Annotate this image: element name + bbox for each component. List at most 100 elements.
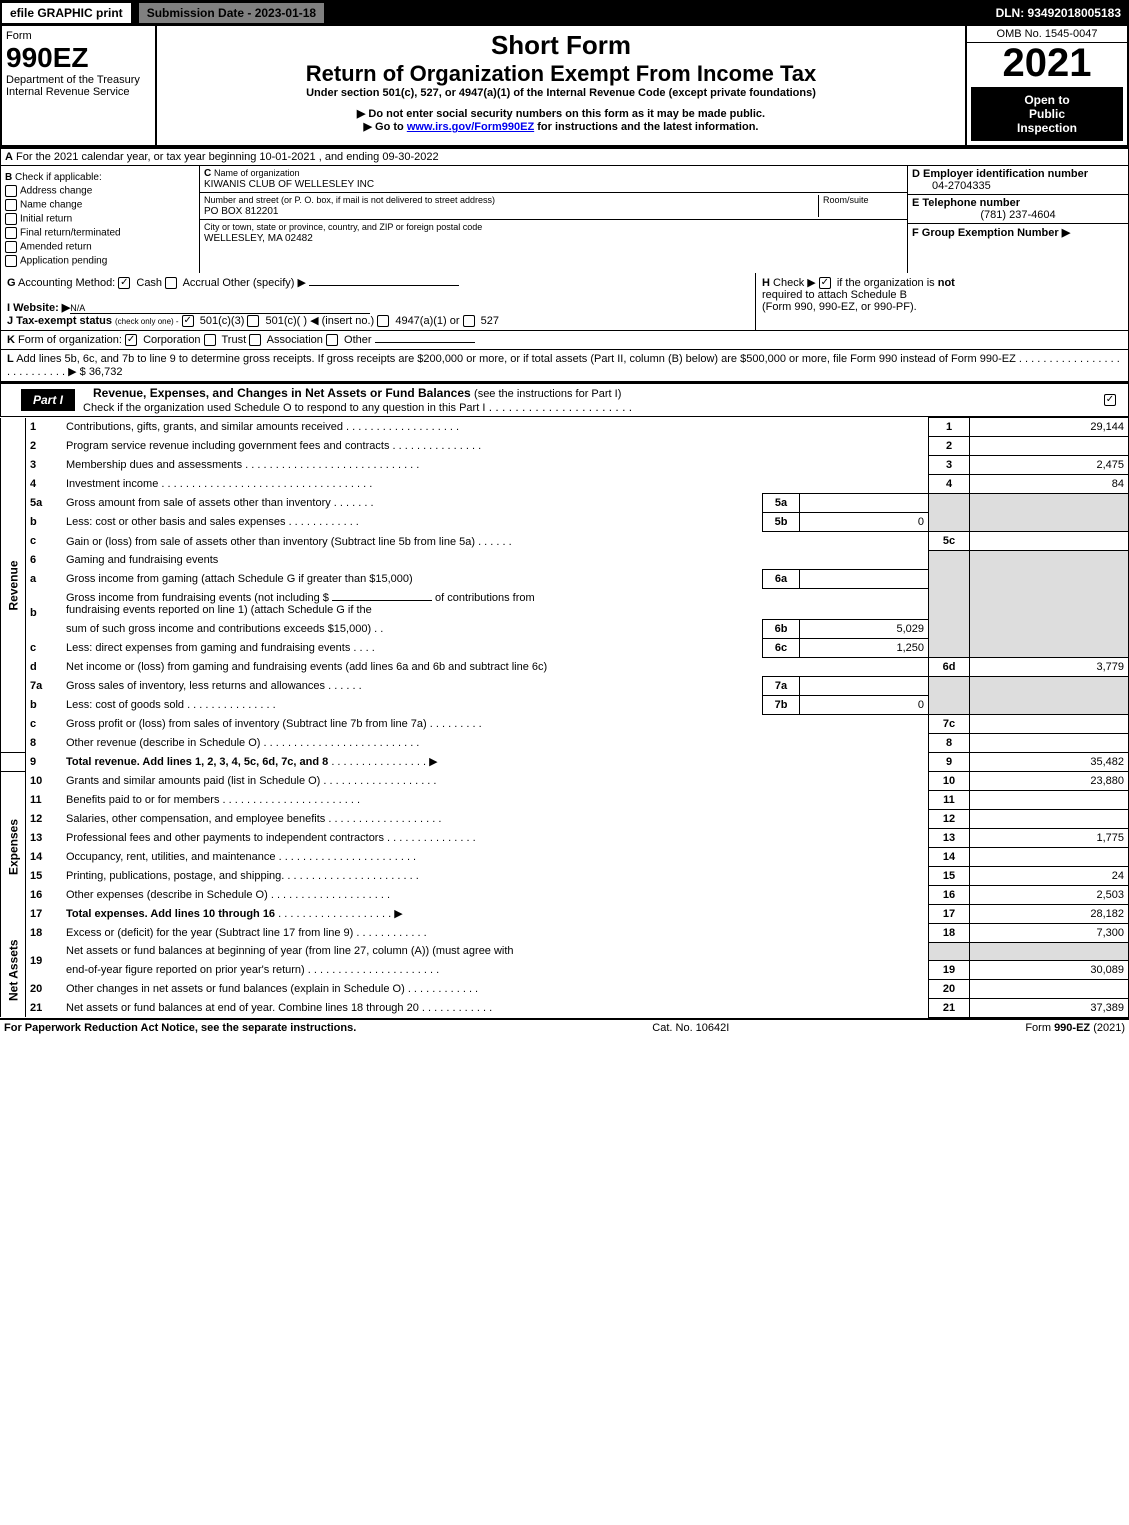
irs-link[interactable]: www.irs.gov/Form990EZ [407, 121, 534, 133]
l11-num: 11 [26, 790, 63, 809]
l15-amount: 24 [970, 866, 1129, 885]
short-form-title: Short Form [161, 30, 961, 61]
checkbox-527[interactable] [463, 315, 475, 327]
checkbox-cash[interactable] [118, 277, 130, 289]
final-return-label: Final return/terminated [20, 228, 121, 239]
l6c-sv: 1,250 [800, 638, 929, 657]
dln: DLN: 93492018005183 [996, 6, 1129, 20]
org-city: WELLESLEY, MA 02482 [204, 233, 313, 244]
row-l: L Add lines 5b, 6c, and 7b to line 9 to … [0, 350, 1129, 382]
line-19-2: end-of-year figure reported on prior yea… [1, 960, 1129, 979]
l16-amount: 2,503 [970, 885, 1129, 904]
l2-amount [970, 437, 1129, 456]
l12-code: 12 [929, 809, 970, 828]
org-name: KIWANIS CLUB OF WELLESLEY INC [204, 179, 374, 190]
f-label: F Group Exemption Number ▶ [912, 227, 1070, 239]
line-13: 13 Professional fees and other payments … [1, 828, 1129, 847]
checkbox-4947[interactable] [377, 315, 389, 327]
l17-desc: Total expenses. Add lines 10 through 16 [66, 908, 275, 920]
checkbox-pending[interactable] [5, 255, 17, 267]
checkbox-initial-return[interactable] [5, 213, 17, 225]
line-10: Expenses 10 Grants and similar amounts p… [1, 771, 1129, 790]
checkbox-final-return[interactable] [5, 227, 17, 239]
part-i-title: Revenue, Expenses, and Changes in Net As… [83, 386, 471, 400]
col-d: D Employer identification number 04-2704… [907, 166, 1128, 273]
checkbox-schedule-o[interactable] [1104, 394, 1116, 406]
l3-code: 3 [929, 456, 970, 475]
l6d-desc: Net income or (loss) from gaming and fun… [66, 661, 547, 673]
checkbox-trust[interactable] [204, 334, 216, 346]
checkbox-address-change[interactable] [5, 185, 17, 197]
c-name-label: Name of organization [214, 168, 300, 178]
l2-code: 2 [929, 437, 970, 456]
line-8: 8 Other revenue (describe in Schedule O)… [1, 733, 1129, 752]
l18-desc: Excess or (deficit) for the year (Subtra… [66, 927, 353, 939]
l6d-amount: 3,779 [970, 657, 1129, 676]
l21-desc: Net assets or fund balances at end of ye… [66, 1002, 419, 1014]
l14-num: 14 [26, 847, 63, 866]
row-h: H Check ▶ if the organization is not req… [755, 273, 1128, 330]
footer-right-pre: Form [1025, 1022, 1054, 1034]
info-grid: B Check if applicable: Address change Na… [0, 166, 1129, 273]
part-i-header: Part I Revenue, Expenses, and Changes in… [0, 382, 1129, 417]
l5b-sc: 5b [763, 513, 800, 532]
form-number: 990EZ [6, 42, 151, 74]
l17-num: 17 [26, 904, 63, 923]
checkbox-other-org[interactable] [326, 334, 338, 346]
d-label: D Employer identification number [912, 168, 1088, 180]
other-specify-input[interactable] [309, 285, 459, 286]
checkbox-accrual[interactable] [165, 277, 177, 289]
l6c-num: c [26, 638, 63, 657]
l7c-amount [970, 714, 1129, 733]
l4-code: 4 [929, 475, 970, 494]
l5a-desc: Gross amount from sale of assets other t… [66, 497, 331, 509]
l5c-num: c [26, 532, 63, 551]
l11-amount [970, 790, 1129, 809]
checkbox-501c[interactable] [247, 315, 259, 327]
row-g-h: G Accounting Method: Cash Accrual Other … [0, 273, 1129, 331]
l4-amount: 84 [970, 475, 1129, 494]
l7ab-shaded-amt [970, 676, 1129, 714]
checkbox-assoc[interactable] [249, 334, 261, 346]
l1-desc: Contributions, gifts, grants, and simila… [66, 421, 343, 433]
l7ab-shaded [929, 676, 970, 714]
other-org-label: Other [344, 334, 372, 346]
checkbox-corp[interactable] [125, 334, 137, 346]
l5b-num: b [26, 513, 63, 532]
l-text: Add lines 5b, 6c, and 7b to line 9 to de… [16, 353, 1016, 365]
l19-d1: Net assets or fund balances at beginning… [66, 945, 514, 957]
initial-return-label: Initial return [20, 214, 72, 225]
4947-label: 4947(a)(1) or [395, 315, 459, 327]
l16-code: 16 [929, 885, 970, 904]
open-to-public: Open to Public Inspection [971, 87, 1123, 141]
l12-amount [970, 809, 1129, 828]
l6d-code: 6d [929, 657, 970, 676]
line-21: 21 Net assets or fund balances at end of… [1, 998, 1129, 1017]
l11-code: 11 [929, 790, 970, 809]
cell-group-exemption: F Group Exemption Number ▶ [908, 224, 1128, 241]
checkbox-501c3[interactable] [182, 315, 194, 327]
l3-desc: Membership dues and assessments [66, 459, 242, 471]
l10-amount: 23,880 [970, 771, 1129, 790]
other-org-input[interactable] [375, 342, 475, 343]
e-label: E Telephone number [912, 197, 1020, 209]
efile-print-button[interactable]: efile GRAPHIC print [0, 1, 133, 25]
checkbox-amended[interactable] [5, 241, 17, 253]
checkbox-schedule-b[interactable] [819, 277, 831, 289]
checkbox-name-change[interactable] [5, 199, 17, 211]
phone-value: (781) 237-4604 [912, 209, 1124, 221]
l20-desc: Other changes in net assets or fund bala… [66, 983, 405, 995]
l19-code: 19 [929, 960, 970, 979]
l21-code: 21 [929, 998, 970, 1017]
addr-change-label: Address change [20, 186, 92, 197]
line-15: 15 Printing, publications, postage, and … [1, 866, 1129, 885]
return-title: Return of Organization Exempt From Incom… [161, 61, 961, 87]
open-line1: Open to [977, 93, 1117, 107]
line-5a: 5a Gross amount from sale of assets othe… [1, 494, 1129, 513]
l9-num: 9 [26, 752, 63, 771]
l5c-amount [970, 532, 1129, 551]
l5ab-shaded-amt [970, 494, 1129, 532]
pending-label: Application pending [20, 256, 107, 267]
l6a-desc: Gross income from gaming (attach Schedul… [66, 573, 413, 585]
h-not: not [938, 277, 955, 289]
